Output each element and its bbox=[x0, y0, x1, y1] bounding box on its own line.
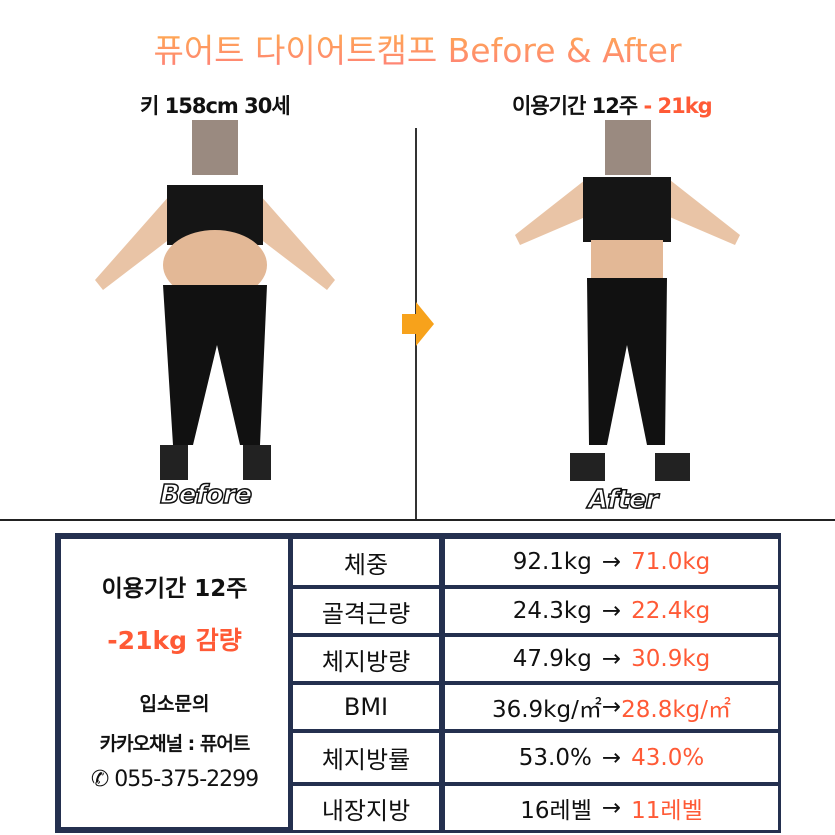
arrow-icon: → bbox=[601, 549, 622, 575]
table-row: 체지방량 47.9kg → 30.9kg bbox=[293, 637, 778, 681]
phone-text: 055-375-2299 bbox=[114, 767, 259, 792]
phone-number: ✆ 055-375-2299 bbox=[61, 767, 288, 792]
table-row: 골격근량 24.3kg → 22.4kg bbox=[293, 589, 778, 633]
kakao-channel: 카카오채널 : 퓨어트 bbox=[99, 733, 251, 755]
row-value: 53.0% → 43.0% bbox=[445, 733, 778, 782]
row-value: 92.1kg → 71.0kg bbox=[445, 539, 778, 585]
arrow-icon: → bbox=[601, 598, 622, 624]
divider-horizontal bbox=[0, 519, 835, 521]
arrow-icon: → bbox=[601, 646, 622, 672]
row-label: 체중 bbox=[293, 539, 439, 585]
value-before: 92.1kg bbox=[512, 549, 592, 575]
row-value: 36.9kg/㎡ → 28.8kg/㎡ bbox=[445, 685, 778, 729]
value-after: 28.8kg/㎡ bbox=[621, 697, 732, 723]
arrow-icon: → bbox=[601, 795, 622, 821]
arrow-icon: → bbox=[601, 694, 622, 720]
table-row: BMI 36.9kg/㎡ → 28.8kg/㎡ bbox=[293, 685, 778, 729]
after-photo bbox=[515, 120, 740, 481]
summary-period: 이용기간 12주 bbox=[101, 576, 248, 602]
table-row: 체지방률 53.0% → 43.0% bbox=[293, 733, 778, 782]
value-after: 30.9kg bbox=[631, 646, 711, 672]
before-photo bbox=[95, 120, 335, 480]
after-caption-loss: - 21kg bbox=[643, 94, 712, 118]
after-caption-period: 이용기간 12주 bbox=[512, 94, 638, 118]
page-title: 퓨어트 다이어트캠프 Before & After bbox=[0, 24, 835, 72]
row-label: 체지방량 bbox=[293, 637, 439, 681]
phone-icon: ✆ bbox=[90, 767, 109, 792]
before-label: Before bbox=[159, 479, 253, 511]
row-label: 내장지방 bbox=[293, 786, 439, 830]
value-after: 22.4kg bbox=[631, 598, 711, 624]
row-value: 47.9kg → 30.9kg bbox=[445, 637, 778, 681]
results-table: 이용기간 12주 -21kg 감량 입소문의 카카오채널 : 퓨어트 ✆ 055… bbox=[55, 533, 781, 833]
summary-loss: -21kg 감량 bbox=[107, 626, 242, 655]
value-after: 43.0% bbox=[631, 744, 705, 771]
value-before: 53.0% bbox=[518, 744, 592, 771]
table-row: 내장지방 16레벨 → 11레벨 bbox=[293, 786, 778, 830]
value-after: 71.0kg bbox=[631, 549, 711, 575]
value-before: 16레벨 bbox=[520, 798, 592, 824]
arrow-right-icon bbox=[402, 302, 434, 346]
after-label: After bbox=[587, 484, 659, 516]
value-before: 36.9kg/㎡ bbox=[491, 697, 602, 723]
table-row: 체중 92.1kg → 71.0kg bbox=[293, 539, 778, 585]
row-label: 체지방률 bbox=[293, 733, 439, 782]
before-caption: 키 158cm 30세 bbox=[140, 94, 291, 118]
row-value: 24.3kg → 22.4kg bbox=[445, 589, 778, 633]
value-before: 47.9kg bbox=[512, 646, 592, 672]
row-label: 골격근량 bbox=[293, 589, 439, 633]
summary-panel: 이용기간 12주 -21kg 감량 입소문의 카카오채널 : 퓨어트 ✆ 055… bbox=[61, 539, 288, 827]
summary-line1: 입소문의 bbox=[139, 693, 210, 715]
value-after: 11레벨 bbox=[631, 798, 703, 824]
after-caption: 이용기간 12주 - 21kg bbox=[512, 90, 713, 120]
row-value: 16레벨 → 11레벨 bbox=[445, 786, 778, 830]
value-before: 24.3kg bbox=[512, 598, 592, 624]
row-label: BMI bbox=[293, 685, 439, 729]
arrow-icon: → bbox=[601, 744, 622, 771]
